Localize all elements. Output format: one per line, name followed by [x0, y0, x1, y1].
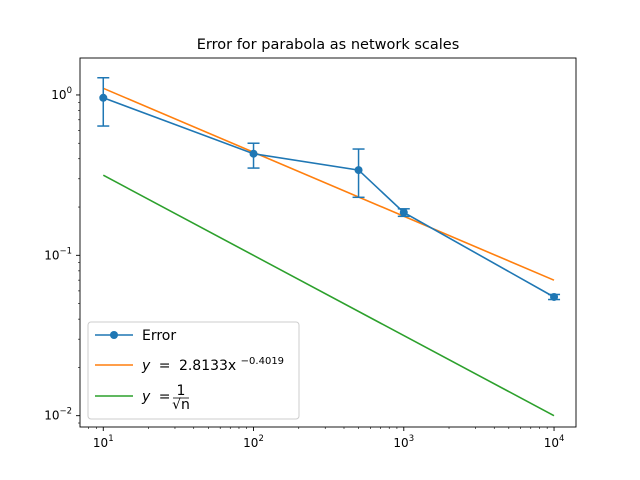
x-tick-label: 102 — [243, 434, 264, 450]
legend-fit-exponent: −0.4019 — [241, 356, 284, 367]
legend: Error y = 2.8133x −0.4019 y = 1 √n — [87, 321, 300, 420]
x-tick-label: 103 — [393, 434, 414, 450]
legend-fit-lhs: y — [141, 358, 151, 374]
y-tick-label: 10−2 — [44, 407, 72, 423]
y-tick-label: 100 — [51, 86, 72, 102]
legend-fit-coef: 2.8133x — [179, 358, 236, 374]
legend-sqrt-denominator: √n — [172, 397, 190, 413]
series-line-2 — [102, 174, 555, 417]
chart-title: Error for parabola as network scales — [197, 37, 460, 53]
x-tick-label: 104 — [544, 434, 565, 450]
error-point — [354, 166, 363, 175]
error-point — [550, 292, 559, 301]
legend-error-label: Error — [142, 328, 176, 344]
y-tick-label: 10−1 — [44, 246, 72, 262]
series-line-1 — [102, 87, 555, 281]
legend-error-marker — [110, 331, 118, 339]
error-point — [249, 149, 258, 158]
error-point — [99, 93, 108, 102]
legend-box — [87, 321, 300, 420]
x-tick-label: 101 — [93, 434, 114, 450]
legend-fit-label: y = 2.8133x −0.4019 — [141, 356, 284, 374]
legend-fit-eq: = — [159, 358, 171, 374]
plot-frame — [79, 57, 577, 428]
error-point — [399, 208, 408, 217]
legend-sqrt-numerator: 1 — [177, 383, 186, 399]
legend-sqrt-lhs: y = — [141, 389, 170, 405]
